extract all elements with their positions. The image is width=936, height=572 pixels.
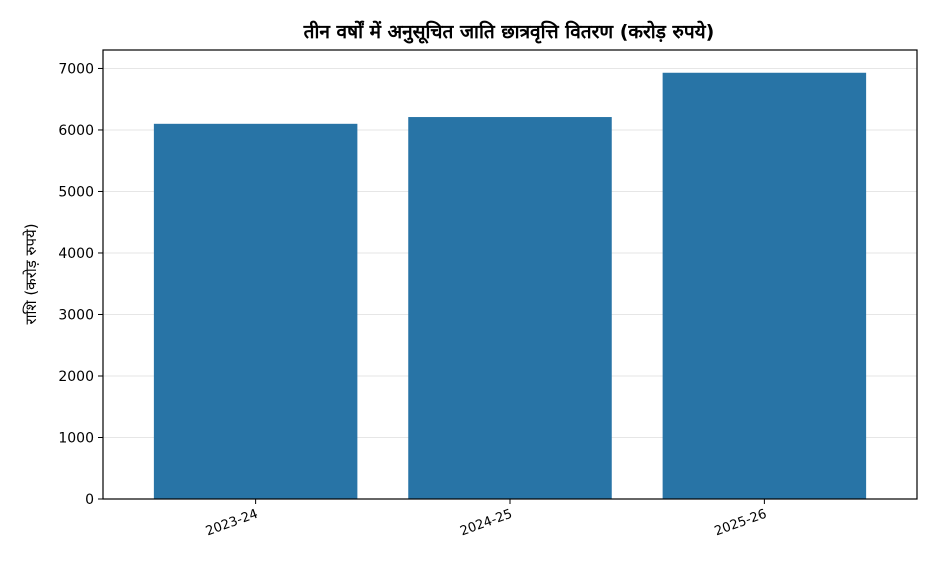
bar-2023-24 xyxy=(153,123,358,499)
y-tick-label: 7000 xyxy=(58,61,94,77)
chart-title: तीन वर्षों में अनुसूचित जाति छात्रवृत्ति… xyxy=(303,20,715,44)
bar-2024-25 xyxy=(408,117,612,499)
y-tick-label: 2000 xyxy=(58,369,94,385)
y-tick-label: 5000 xyxy=(58,184,94,200)
y-tick-label: 1000 xyxy=(58,430,94,446)
bars xyxy=(153,72,867,499)
y-tick-label: 6000 xyxy=(58,123,94,139)
y-tick-label: 3000 xyxy=(58,307,94,323)
y-tick-label: 4000 xyxy=(58,246,94,262)
y-axis-label: राशि (करोड़ रुपये) xyxy=(22,223,40,324)
y-axis-ticks: 0 1000 2000 3000 4000 5000 6000 7000 xyxy=(58,61,103,508)
y-tick-label: 0 xyxy=(85,492,94,508)
bar-2025-26 xyxy=(662,72,867,499)
